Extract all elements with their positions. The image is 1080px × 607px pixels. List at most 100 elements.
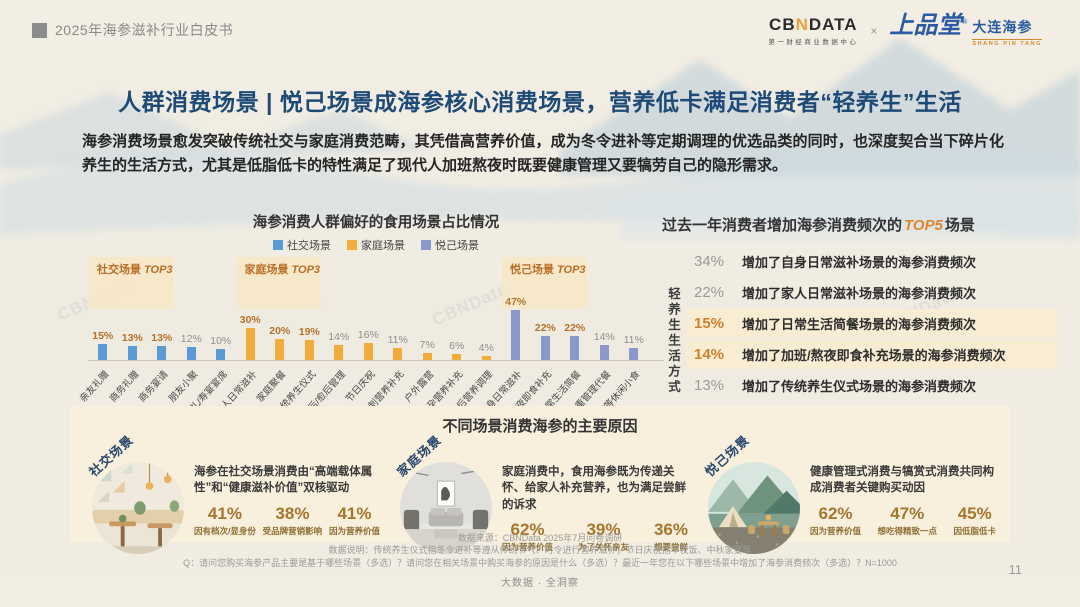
bar-rect bbox=[245, 328, 255, 360]
top5-percentage: 14% bbox=[694, 346, 725, 363]
legend-item: 社交场景 bbox=[273, 237, 331, 253]
card-stat: 62% 因为营养价值 bbox=[810, 503, 862, 536]
bar-value-label: 22% bbox=[564, 322, 586, 334]
top5-row: 22% 增加了家人日常滋补场景的海参消费频次 bbox=[686, 278, 1058, 307]
bar: 47% bbox=[501, 296, 531, 360]
card-description: 海参在社交场景消费由“高端载体属性”和“健康滋补价值”双核驱动 bbox=[194, 466, 373, 495]
top5-text: 增加了加班/熬夜即食补充场景的海参消费频次 bbox=[742, 348, 1006, 363]
bar-rect bbox=[98, 344, 108, 360]
bar-rect bbox=[481, 356, 491, 360]
bar-rect bbox=[629, 348, 639, 360]
bar-rect bbox=[216, 349, 226, 360]
legend-item: 家庭场景 bbox=[347, 237, 405, 253]
bar-value-label: 7% bbox=[419, 339, 435, 351]
page-number: 11 bbox=[1008, 562, 1023, 577]
bar-value-label: 11% bbox=[387, 334, 408, 346]
camping-photo bbox=[708, 462, 800, 554]
header: 2025年海参滋补行业白皮书 bbox=[32, 20, 233, 40]
bar-rect bbox=[157, 346, 167, 360]
card-stat: 38% 受品牌营销影响 bbox=[262, 503, 323, 536]
bar: 22% bbox=[531, 322, 561, 360]
card-description: 家庭消费中，食用海参既为传递关怀、给家人补充营养，也为满足尝鲜的诉求 bbox=[502, 466, 686, 511]
bar: 14% bbox=[590, 331, 620, 360]
bar-value-label: 14% bbox=[593, 331, 615, 343]
cbndata-logo: CBNDATA 第一财经商业数据中心 bbox=[768, 15, 859, 46]
bar-rect bbox=[304, 340, 314, 360]
top5-percentage: 13% bbox=[694, 377, 725, 394]
top3-label: 悦己场景 TOP3 bbox=[510, 264, 586, 276]
bar: 22% bbox=[560, 322, 590, 360]
reasons-panel: 不同场景消费海参的主要原因 社交场景 bbox=[70, 406, 1010, 554]
bar-value-label: 12% bbox=[180, 333, 202, 345]
top3-label: 社交场景 TOP3 bbox=[97, 264, 173, 276]
bar-value-label: 19% bbox=[298, 326, 320, 338]
top3-highlight-box bbox=[89, 257, 174, 309]
bar: 11% bbox=[619, 334, 649, 360]
card-stat: 41% 因为营养价值 bbox=[328, 503, 380, 536]
legend-swatch-icon bbox=[273, 240, 283, 250]
chart-title: 海参消费人群偏好的食用场景占比情况 bbox=[252, 215, 500, 231]
legend-item: 悦己场景 bbox=[421, 237, 479, 253]
card-stat: 36% 想要尝鲜 bbox=[653, 519, 688, 552]
top5-panel: 过去一年消费者增加海参消费频次的 TOP5 场景 轻养生生活方式 34% 增加了自身… bbox=[662, 214, 1058, 402]
bar-value-label: 11% bbox=[623, 334, 644, 346]
reasons-title: 不同场景消费海参的主要原因 bbox=[442, 418, 638, 435]
bar-rect bbox=[363, 343, 373, 360]
card-stat: 45% 因低脂低卡 bbox=[953, 503, 996, 536]
living-room-photo bbox=[400, 462, 492, 554]
shangpintang-logo: 上品堂® 大连海参 SHANG PIN TANG bbox=[889, 13, 1042, 47]
bar: 10% bbox=[206, 335, 236, 360]
bar-rect bbox=[599, 345, 609, 360]
bar: 7% bbox=[413, 339, 443, 360]
top3-highlight-box bbox=[236, 257, 321, 309]
data-source-line: 数据来源：CBNData 2025年7月问卷调研 bbox=[457, 532, 623, 543]
bar: 13% bbox=[118, 332, 148, 360]
bar-rect bbox=[511, 310, 521, 360]
legend-swatch-icon bbox=[421, 240, 431, 250]
top5-row: 34% 增加了自身日常滋补场景的海参消费频次 bbox=[686, 247, 1058, 276]
bar-value-label: 47% bbox=[505, 296, 527, 308]
logo-group: CBNDATA 第一财经商业数据中心 × 上品堂® 大连海参 SHANG PIN… bbox=[768, 14, 1042, 47]
card-stat: 41% 因有档次/显身份 bbox=[194, 503, 256, 536]
document-title: 2025年海参滋补行业白皮书 bbox=[55, 22, 234, 38]
top5-row-highlighted: 14% 增加了加班/熬夜即食补充场景的海参消费频次 bbox=[686, 340, 1058, 369]
chart-legend: 社交场景 家庭场景 悦己场景 bbox=[88, 237, 664, 253]
bar: 30% bbox=[236, 314, 266, 360]
chart-plot-area: 15% 13% 13% 12% 10% 30% 20% 19% 14% 16% 11% 7% 6% 4% 4… bbox=[88, 257, 664, 361]
top5-side-label: 轻养生生活方式 bbox=[666, 287, 680, 396]
brand-name: 大连海参 bbox=[972, 19, 1033, 35]
brand-name-en: SHANG PIN TANG bbox=[972, 39, 1042, 47]
logo-separator: × bbox=[870, 23, 878, 38]
bar-rect bbox=[570, 336, 580, 360]
bar-value-label: 13% bbox=[151, 332, 173, 344]
top5-percentage: 34% bbox=[694, 253, 725, 270]
bar-value-label: 6% bbox=[449, 340, 465, 352]
bar-rect bbox=[186, 347, 196, 360]
bar-rect bbox=[334, 345, 344, 360]
bar-rect bbox=[422, 353, 432, 360]
top5-percentage: 15% bbox=[694, 315, 725, 332]
top5-text: 增加了传统养生仪式场景的海参消费频次 bbox=[742, 379, 977, 394]
reason-card-social: 社交场景 bbox=[78, 433, 386, 554]
page-title: 人群消费场景 | 悦己场景成海参核心消费场景，营养低卡满足消费者“轻养生”生活 bbox=[118, 89, 962, 115]
header-square-bullet-icon bbox=[32, 22, 47, 38]
card-description: 健康管理式消费与犒赏式消费共同构成消费者关键购买动因 bbox=[810, 466, 994, 495]
bar-rect bbox=[275, 339, 285, 360]
bar: 12% bbox=[177, 333, 207, 360]
bar: 11% bbox=[383, 334, 413, 360]
card-stat: 47% 想吃得精致一点 bbox=[877, 503, 937, 536]
top5-percentage: 22% bbox=[694, 284, 725, 301]
bar: 14% bbox=[324, 331, 354, 360]
top5-text: 增加了自身日常滋补场景的海参消费频次 bbox=[742, 255, 977, 270]
bar: 20% bbox=[265, 325, 295, 360]
reason-card-self: 悦己场景 bbox=[694, 433, 1002, 554]
bar-rect bbox=[540, 336, 550, 360]
bar-value-label: 13% bbox=[121, 332, 143, 344]
bar-value-label: 22% bbox=[534, 322, 556, 334]
reason-card-family: 家庭场景 bbox=[386, 433, 694, 554]
bar-value-label: 16% bbox=[357, 329, 379, 341]
card-stat: 62% 因为营养价值 bbox=[502, 519, 554, 552]
bar-value-label: 30% bbox=[239, 314, 261, 326]
bar-rect bbox=[127, 346, 137, 360]
